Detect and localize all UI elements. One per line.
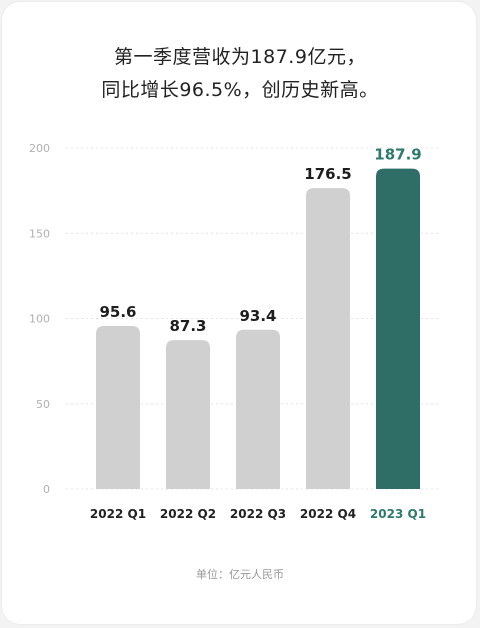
unit-label: 单位：亿元人民币 (196, 568, 284, 581)
y-tick-label: 200 (29, 142, 50, 155)
x-category-label: 2022 Q1 (90, 507, 146, 521)
x-category-label: 2022 Q2 (160, 507, 216, 521)
bar (236, 329, 280, 489)
chart-title-line-1: 第一季度营收为187.9亿元， (114, 46, 366, 68)
bar (166, 340, 210, 489)
bar-value-label: 176.5 (304, 165, 351, 183)
y-tick-label: 100 (29, 313, 50, 326)
chart-title-line-2: 同比增长96.5%，创历史新高。 (101, 79, 379, 101)
y-tick-label: 50 (36, 398, 50, 411)
bar (376, 168, 420, 489)
bar (306, 188, 350, 489)
x-category-label: 2023 Q1 (370, 507, 426, 521)
x-category-label: 2022 Q4 (300, 507, 356, 521)
x-category-label: 2022 Q3 (230, 507, 286, 521)
bar-value-label: 187.9 (374, 146, 421, 164)
bar-value-label: 95.6 (99, 303, 136, 321)
y-tick-label: 0 (43, 483, 50, 496)
y-tick-label: 150 (29, 227, 50, 240)
bar-value-label: 93.4 (239, 307, 276, 325)
bar-value-label: 87.3 (169, 317, 206, 335)
bar (96, 326, 140, 489)
